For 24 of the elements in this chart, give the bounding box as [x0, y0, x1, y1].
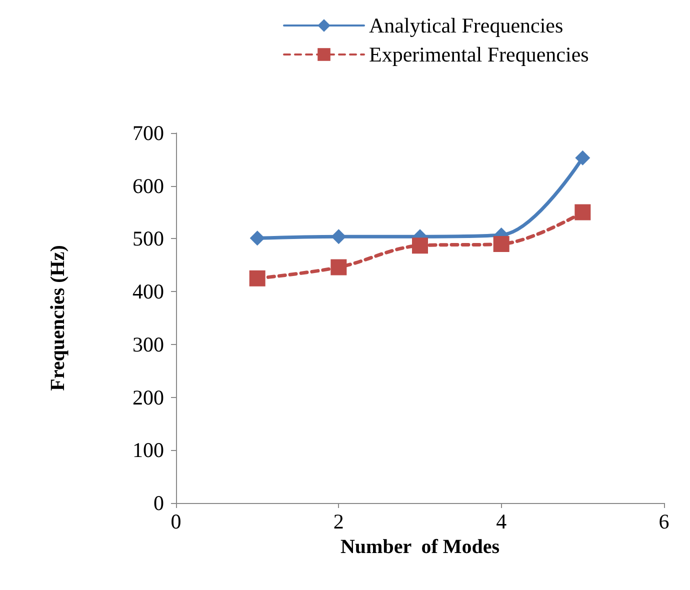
x-tick-label: 0 [170, 510, 182, 534]
x-tick-label: 6 [658, 510, 670, 534]
point [250, 230, 265, 246]
y-tick-label: 200 [132, 385, 164, 410]
point [331, 229, 346, 244]
y-tick-label: 300 [132, 332, 164, 356]
x-axis-title: Number of Modes [340, 536, 500, 558]
y-tick-label: 400 [132, 280, 164, 304]
point [412, 238, 428, 254]
legend-label: Analytical Frequencies [369, 14, 564, 38]
x-tick-label: 4 [496, 510, 508, 534]
point [249, 270, 266, 286]
legend-label: Experimental Frequencies [369, 42, 589, 66]
point [574, 204, 591, 220]
y-tick-label: 100 [132, 438, 164, 462]
y-tick-label: 0 [154, 491, 164, 515]
y-tick-label: 500 [132, 226, 164, 251]
point [330, 259, 347, 276]
y-tick-label: 700 [132, 121, 164, 145]
y-axis-title: Frequencies (Hz) [47, 245, 69, 391]
point [493, 236, 510, 252]
x-tick-label: 2 [333, 510, 344, 534]
y-tick-label: 600 [132, 174, 164, 198]
point [575, 150, 590, 166]
